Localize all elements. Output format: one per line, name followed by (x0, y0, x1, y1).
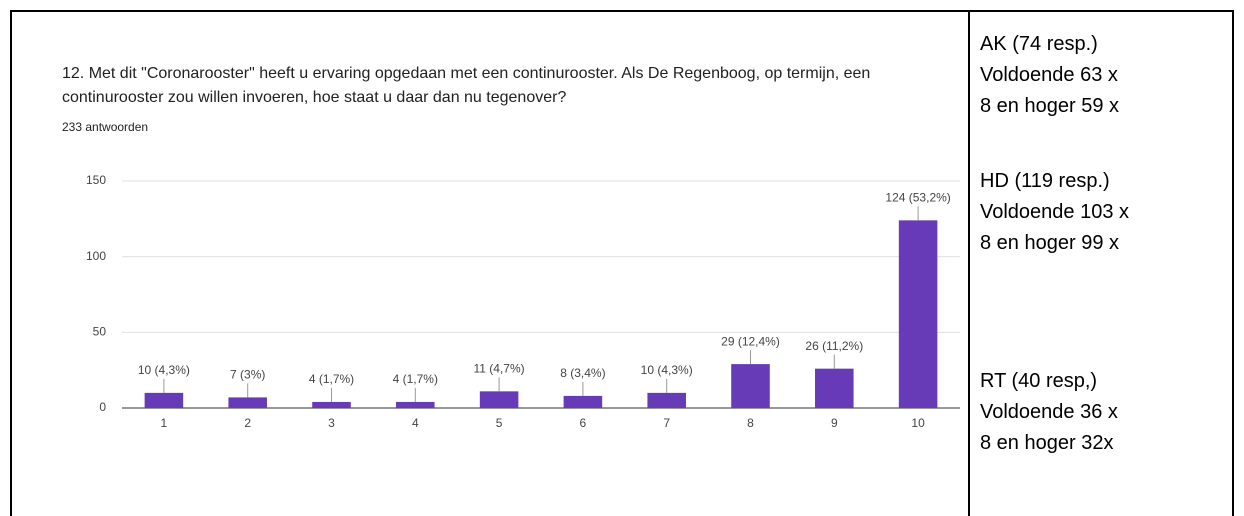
side-line: Voldoende 36 x (980, 401, 1118, 423)
cell-divider (968, 10, 970, 516)
value-label: 4 (1,7%) (309, 372, 354, 386)
x-tick-label: 9 (831, 416, 838, 430)
bar (815, 368, 854, 408)
bar (396, 401, 435, 408)
side-line: 8 en hoger 59 x (980, 95, 1119, 117)
bar (144, 392, 184, 408)
x-tick-label: 1 (161, 416, 168, 430)
side-group: HD (119 resp.) Voldoende 103 x 8 en hoge… (980, 166, 1129, 259)
side-line: 8 en hoger 32x (980, 432, 1114, 454)
bar (563, 395, 603, 408)
bar (228, 397, 267, 408)
x-tick-label: 7 (663, 416, 670, 430)
side-line: RT (40 resp,) (980, 370, 1098, 392)
x-tick-label: 8 (747, 416, 754, 430)
x-tick-label: 5 (496, 416, 503, 430)
x-tick-label: 10 (911, 416, 925, 430)
side-group: AK (74 resp.) Voldoende 63 x 8 en hoger … (980, 29, 1119, 122)
side-line: Voldoende 103 x (980, 201, 1130, 223)
bar (312, 401, 351, 408)
bar (731, 364, 770, 408)
bar (647, 392, 686, 408)
side-group: RT (40 resp,) Voldoende 36 x 8 en hoger … (980, 366, 1118, 459)
y-tick-label: 50 (93, 325, 107, 339)
chart: 0 50 100 150 1 10 (4,3%) 2 7 (3%) 3 4 (1,7%) 4 4 (1… (86, 173, 960, 430)
x-tick-label: 6 (580, 416, 587, 430)
value-label: 4 (1,7%) (393, 372, 438, 386)
value-label: 11 (4,7%) (474, 362, 525, 376)
value-label: 29 (12,4%) (721, 334, 780, 348)
side-line: AK (74 resp.) (980, 33, 1098, 55)
chart-subtitle: 233 antwoorden (62, 120, 149, 134)
value-label: 124 (53,2%) (885, 191, 950, 205)
x-tick-label: 2 (244, 416, 251, 430)
bar (479, 391, 519, 408)
bar (898, 220, 938, 408)
side-line: HD (119 resp.) (980, 170, 1110, 192)
chart-title: 12. Met dit "Coronarooster" heeft u erva… (62, 65, 871, 106)
value-label: 26 (11,2%) (805, 339, 863, 353)
x-tick-label: 4 (412, 416, 419, 430)
y-tick-label: 150 (86, 173, 106, 187)
side-line: Voldoende 63 x (980, 64, 1118, 86)
side-line: 8 en hoger 99 x (980, 232, 1119, 254)
x-tick-label: 3 (328, 416, 335, 430)
value-label: 10 (4,3%) (641, 363, 693, 377)
value-label: 8 (3,4%) (560, 366, 605, 380)
table-border (10, 10, 1234, 516)
y-tick-label: 0 (99, 400, 106, 414)
value-label: 7 (3%) (230, 368, 265, 382)
y-tick-label: 100 (86, 249, 106, 263)
value-label: 10 (4,3%) (138, 363, 190, 377)
